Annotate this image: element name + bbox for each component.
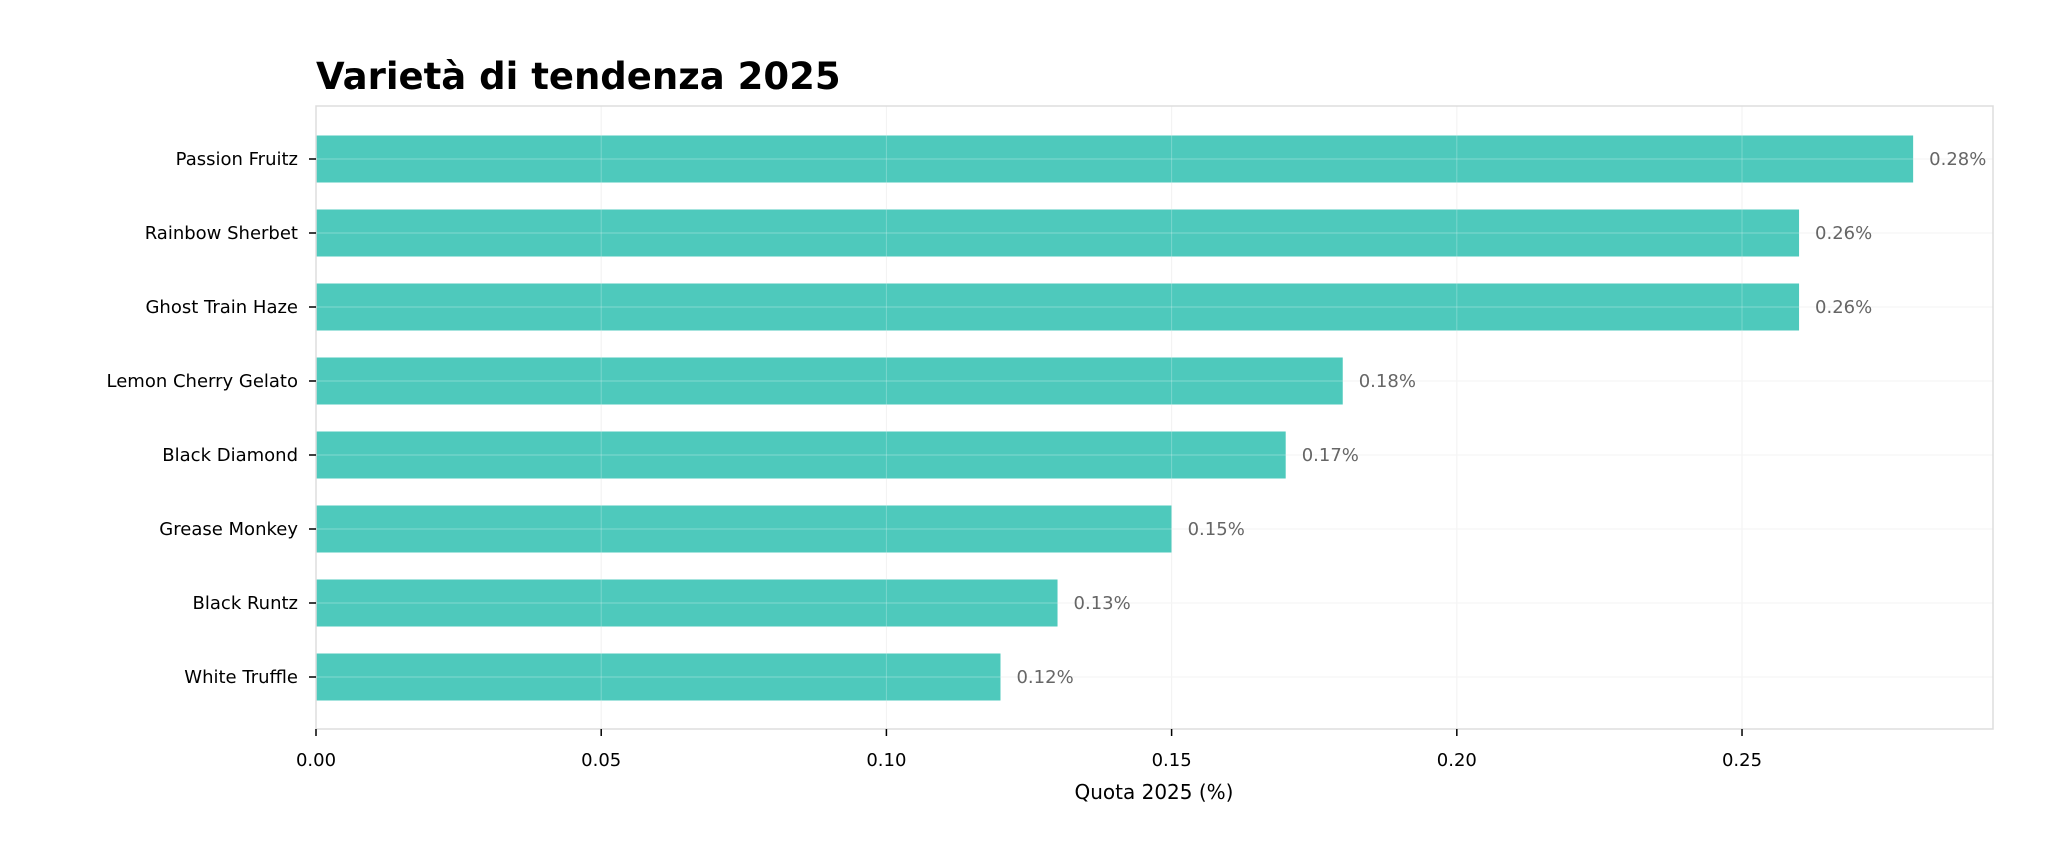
bar (316, 431, 1286, 479)
plot-frame (315, 105, 1994, 730)
bar (316, 579, 1058, 627)
y-tick-label: Passion Fruitz (176, 149, 298, 170)
data-label: 0.12% (1016, 667, 1073, 688)
x-tick-label: 0.15 (1152, 750, 1192, 771)
y-tick-label: Black Runtz (193, 593, 298, 614)
data-label: 0.15% (1188, 519, 1245, 540)
bar (316, 135, 1914, 183)
y-tick-label: White Truffle (184, 667, 298, 688)
data-label: 0.26% (1815, 297, 1872, 318)
bar (316, 357, 1343, 405)
x-axis-label: Quota 2025 (%) (1075, 780, 1234, 804)
y-tick-label: Lemon Cherry Gelato (107, 371, 299, 392)
x-tick-label: 0.20 (1437, 750, 1477, 771)
y-tick-label: Rainbow Sherbet (145, 223, 298, 244)
data-label: 0.28% (1929, 149, 1986, 170)
y-tick-label: Grease Monkey (159, 519, 298, 540)
y-tick-label: Black Diamond (162, 445, 298, 466)
data-label: 0.13% (1074, 593, 1131, 614)
bar (316, 653, 1001, 701)
x-tick-label: 0.05 (581, 750, 621, 771)
x-tick-label: 0.00 (296, 750, 336, 771)
data-label: 0.26% (1815, 223, 1872, 244)
y-tick-label: Ghost Train Haze (145, 297, 298, 318)
bar (316, 505, 1172, 553)
chart-title: Varietà di tendenza 2025 (316, 55, 841, 98)
x-tick-label: 0.25 (1722, 750, 1762, 771)
data-label: 0.18% (1359, 371, 1416, 392)
x-tick-label: 0.10 (866, 750, 906, 771)
data-label: 0.17% (1302, 445, 1359, 466)
bar (316, 283, 1800, 331)
bar (316, 209, 1800, 257)
